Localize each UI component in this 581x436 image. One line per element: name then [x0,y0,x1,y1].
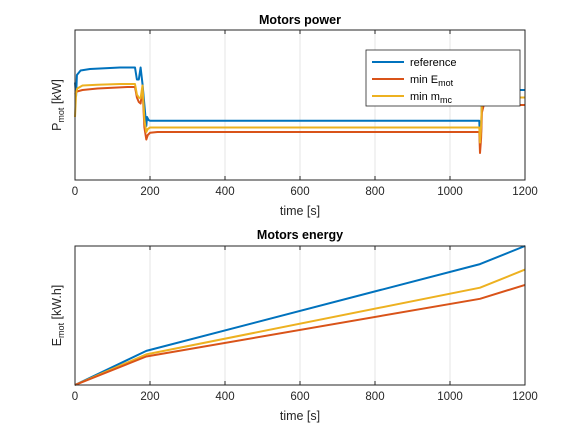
legend: reference min Emot min mmc [365,49,521,107]
x-axis-label: time [s] [280,409,320,423]
x-axis-label: time [s] [280,204,320,218]
chart-title: Motors energy [257,228,343,242]
x-tick-label: 400 [215,186,234,198]
legend-entry-3: min mmc [410,91,452,105]
series-line-1 [74,245,526,386]
series-line-3 [74,283,526,386]
x-tick-label: 600 [290,186,309,198]
x-tick-label: 400 [215,391,234,403]
y-axis-label: Emot [kW.h] [50,285,66,347]
y-axis-label: Pmot [kW] [50,79,66,131]
chart-panel-2: 0 200 400 600 800 1000 1200 Motors energy time [… [50,228,538,423]
legend-entry-2: min Emot [410,74,454,88]
x-tick-label: 1200 [512,391,538,403]
series-line-2 [74,86,525,154]
x-tick-label: 0 [72,186,78,198]
chart-panel-1: 0 200 400 600 800 1000 1200 Motors power time [s… [50,13,538,218]
chart-title: Motors power [259,13,341,27]
x-tick-label: 0 [72,391,78,403]
x-tick-label: 1000 [437,391,463,403]
legend-entry-1: reference [410,57,456,69]
x-tick-label: 200 [140,391,159,403]
series-line-3 [74,83,525,144]
x-tick-label: 1200 [512,186,538,198]
x-tick-label: 1000 [437,186,463,198]
x-tick-label: 800 [365,391,384,403]
x-tick-label: 200 [140,186,159,198]
x-tick-label: 800 [365,186,384,198]
x-tick-label: 600 [290,391,309,403]
